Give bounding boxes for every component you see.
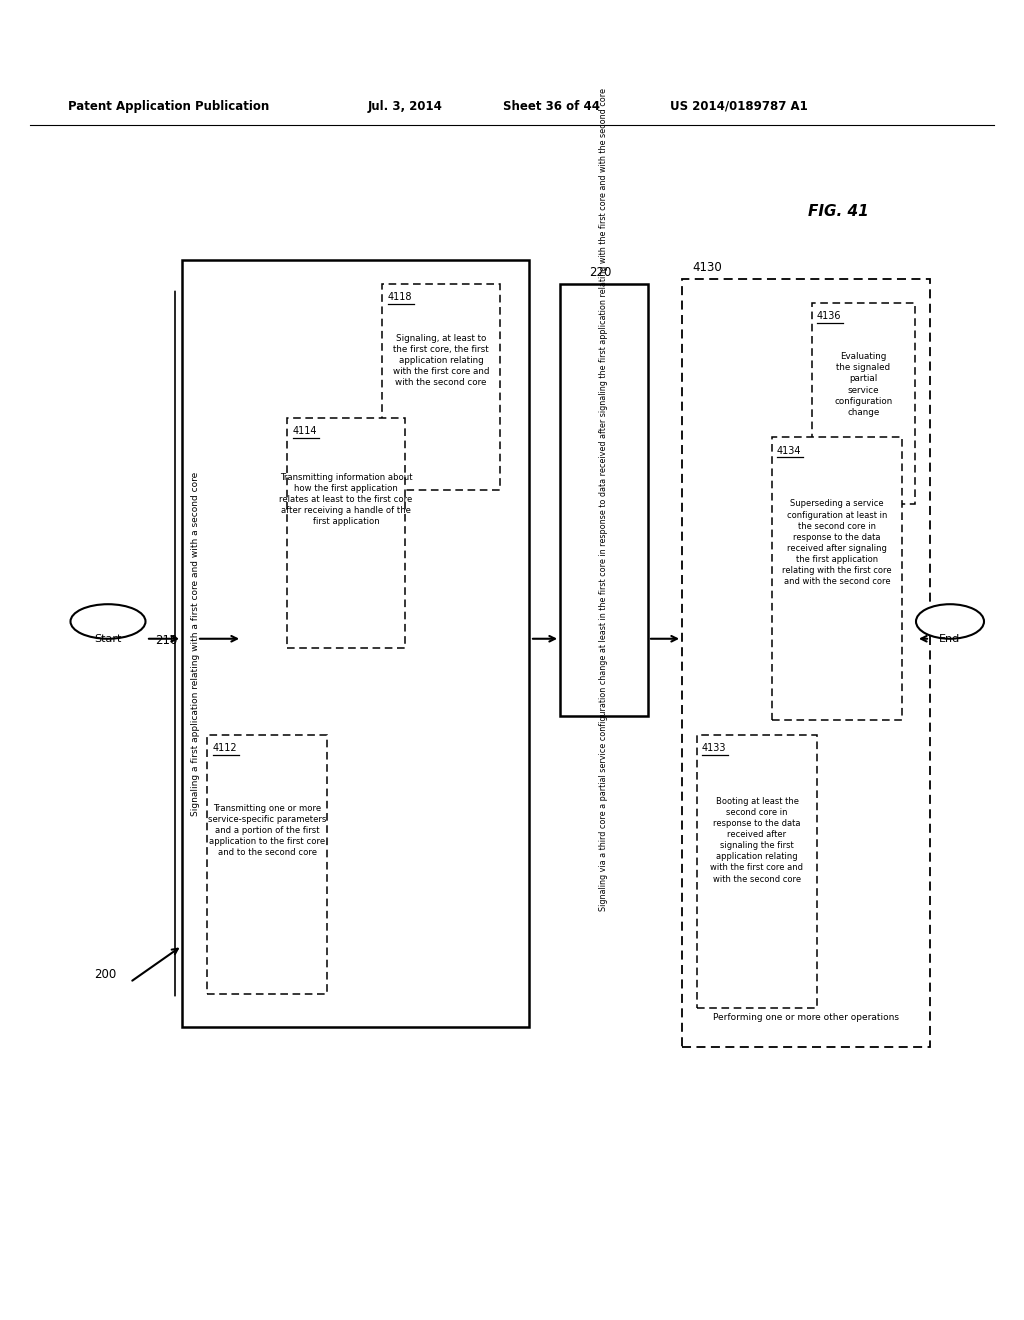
Text: Transmitting one or more
service-specific parameters
and a portion of the first
: Transmitting one or more service-specifi…: [208, 804, 327, 858]
Bar: [182, 260, 529, 1027]
Text: Performing one or more other operations: Performing one or more other operations: [713, 1014, 899, 1022]
Text: 4134: 4134: [777, 446, 802, 455]
Text: FIG. 41: FIG. 41: [808, 205, 868, 219]
Bar: [772, 437, 902, 721]
Text: Patent Application Publication: Patent Application Publication: [68, 100, 269, 112]
Bar: [207, 735, 327, 994]
Text: 200: 200: [94, 968, 116, 981]
Text: 4133: 4133: [702, 743, 726, 754]
Bar: [382, 284, 500, 490]
Text: Transmitting information about
how the first application
relates at least to the: Transmitting information about how the f…: [280, 473, 413, 527]
Bar: [682, 279, 930, 1047]
Text: Booting at least the
second core in
response to the data
received after
signalin: Booting at least the second core in resp…: [711, 797, 804, 883]
Text: Jul. 3, 2014: Jul. 3, 2014: [368, 100, 442, 112]
Text: Signaling, at least to
the first core, the first
application relating
with the f: Signaling, at least to the first core, t…: [393, 334, 489, 387]
Text: Superseding a service
configuration at least in
the second core in
response to t: Superseding a service configuration at l…: [782, 499, 892, 586]
Text: Start: Start: [94, 634, 122, 644]
Text: 4136: 4136: [817, 312, 842, 321]
Ellipse shape: [71, 605, 145, 639]
Text: 210: 210: [156, 634, 178, 647]
Text: 4112: 4112: [213, 743, 238, 754]
Bar: [812, 302, 915, 504]
Text: End: End: [939, 634, 961, 644]
Text: US 2014/0189787 A1: US 2014/0189787 A1: [670, 100, 808, 112]
Text: 220: 220: [589, 265, 611, 279]
Text: 4114: 4114: [293, 426, 317, 437]
Bar: [697, 735, 817, 1008]
Text: Signaling a first application relating with a first core and with a second core: Signaling a first application relating w…: [191, 471, 201, 816]
Ellipse shape: [916, 605, 984, 639]
Text: 4118: 4118: [388, 292, 413, 302]
Bar: [287, 418, 406, 648]
Text: 4130: 4130: [692, 261, 722, 275]
Text: Signaling via a third core a partial service configuration change at least in th: Signaling via a third core a partial ser…: [599, 88, 608, 911]
Text: Evaluating
the signaled
partial
service
configuration
change: Evaluating the signaled partial service …: [835, 352, 893, 417]
Bar: [560, 284, 648, 715]
Text: Sheet 36 of 44: Sheet 36 of 44: [503, 100, 600, 112]
